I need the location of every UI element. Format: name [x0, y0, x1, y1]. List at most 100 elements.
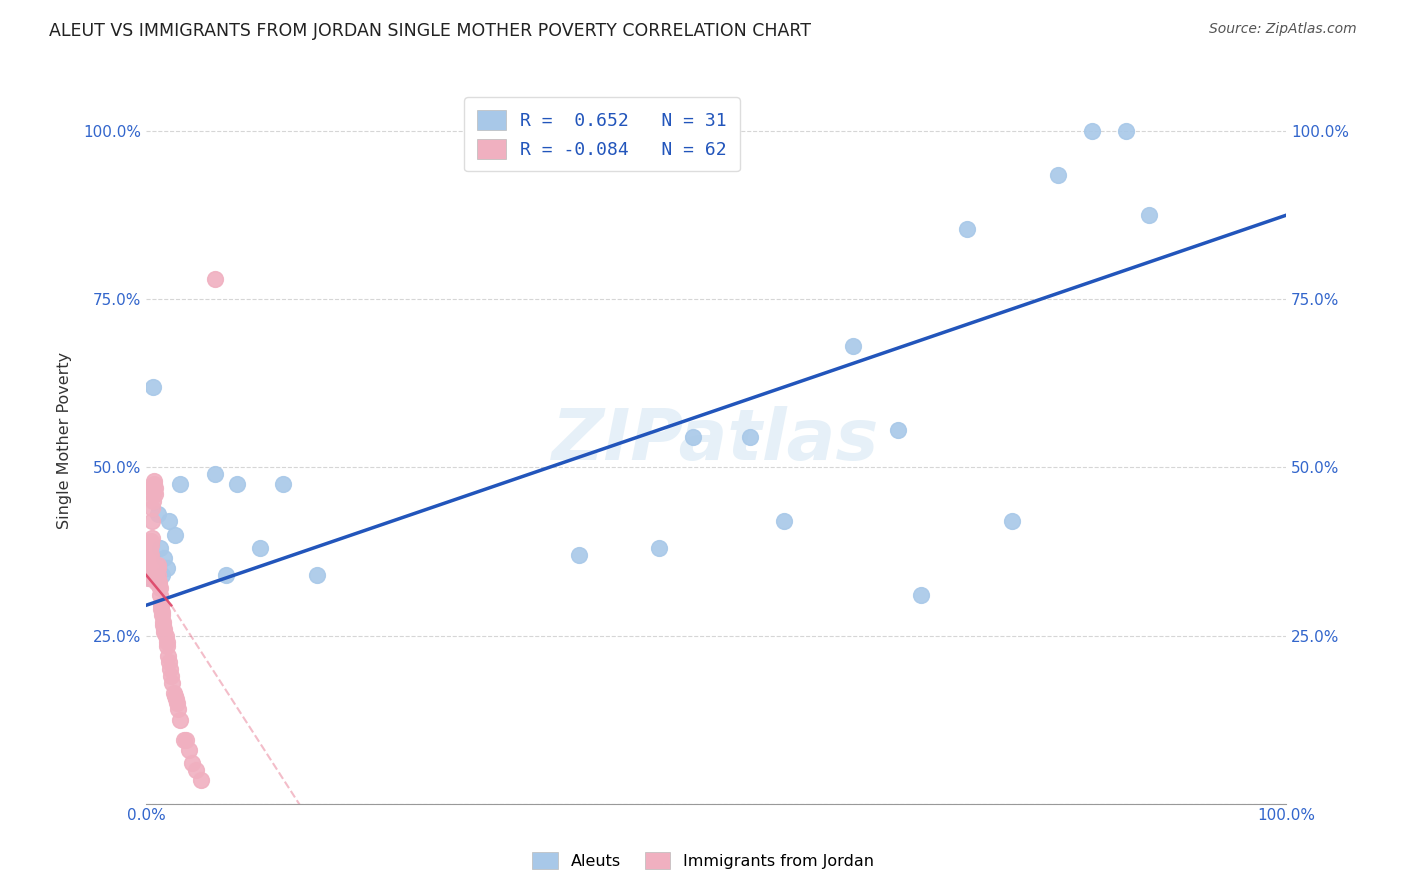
- Point: [138, 541, 160, 555]
- Point: [149, 582, 172, 596]
- Point: [204, 467, 226, 482]
- Point: [842, 339, 865, 353]
- Point: [190, 773, 212, 788]
- Text: ZIPatlas: ZIPatlas: [553, 406, 880, 475]
- Point: [773, 514, 796, 528]
- Point: [159, 662, 181, 676]
- Point: [160, 669, 183, 683]
- Legend: Aleuts, Immigrants from Jordan: Aleuts, Immigrants from Jordan: [526, 846, 880, 875]
- Point: [138, 571, 160, 585]
- Point: [1081, 124, 1104, 138]
- Point: [138, 571, 160, 585]
- Point: [307, 568, 329, 582]
- Point: [136, 555, 159, 569]
- Point: [138, 568, 160, 582]
- Point: [141, 500, 163, 515]
- Point: [146, 508, 169, 522]
- Point: [149, 599, 172, 613]
- Point: [138, 555, 160, 569]
- Point: [162, 686, 184, 700]
- Point: [166, 696, 188, 710]
- Point: [149, 588, 172, 602]
- Point: [136, 568, 159, 582]
- Point: [142, 380, 165, 394]
- Point: [156, 635, 179, 649]
- Point: [150, 568, 173, 582]
- Point: [145, 574, 167, 589]
- Point: [148, 578, 170, 592]
- Point: [186, 763, 208, 777]
- Point: [648, 541, 671, 555]
- Point: [143, 474, 166, 488]
- Point: [146, 558, 169, 572]
- Point: [143, 487, 166, 501]
- Point: [149, 541, 172, 555]
- Point: [910, 588, 932, 602]
- Point: [143, 477, 166, 491]
- Point: [249, 541, 271, 555]
- Point: [141, 531, 163, 545]
- Point: [568, 548, 591, 562]
- Point: [1137, 208, 1160, 222]
- Point: [139, 548, 162, 562]
- Text: ALEUT VS IMMIGRANTS FROM JORDAN SINGLE MOTHER POVERTY CORRELATION CHART: ALEUT VS IMMIGRANTS FROM JORDAN SINGLE M…: [49, 22, 811, 40]
- Point: [146, 568, 169, 582]
- Point: [138, 548, 160, 562]
- Point: [173, 732, 195, 747]
- Point: [143, 571, 166, 585]
- Point: [167, 702, 190, 716]
- Point: [157, 656, 180, 670]
- Point: [152, 615, 174, 629]
- Point: [215, 568, 238, 582]
- Point: [138, 561, 160, 575]
- Point: [153, 625, 176, 640]
- Point: [141, 514, 163, 528]
- Point: [138, 544, 160, 558]
- Point: [179, 743, 201, 757]
- Point: [139, 538, 162, 552]
- Point: [152, 618, 174, 632]
- Point: [142, 487, 165, 501]
- Point: [174, 732, 197, 747]
- Point: [145, 568, 167, 582]
- Point: [1046, 168, 1069, 182]
- Point: [157, 514, 180, 528]
- Point: [271, 477, 294, 491]
- Point: [153, 551, 176, 566]
- Text: Source: ZipAtlas.com: Source: ZipAtlas.com: [1209, 22, 1357, 37]
- Point: [138, 558, 160, 572]
- Point: [163, 527, 186, 541]
- Point: [887, 424, 910, 438]
- Point: [142, 481, 165, 495]
- Point: [146, 561, 169, 575]
- Point: [226, 477, 249, 491]
- Point: [956, 221, 979, 235]
- Point: [156, 639, 179, 653]
- Point: [740, 430, 762, 444]
- Point: [153, 622, 176, 636]
- Point: [143, 483, 166, 498]
- Point: [162, 675, 184, 690]
- Point: [148, 574, 170, 589]
- Point: [136, 561, 159, 575]
- Point: [1001, 514, 1024, 528]
- Point: [139, 534, 162, 549]
- Point: [155, 628, 177, 642]
- Point: [149, 601, 172, 615]
- Legend: R =  0.652   N = 31, R = -0.084   N = 62: R = 0.652 N = 31, R = -0.084 N = 62: [464, 97, 740, 171]
- Point: [169, 477, 191, 491]
- Point: [1115, 124, 1137, 138]
- Point: [180, 756, 202, 771]
- Y-axis label: Single Mother Poverty: Single Mother Poverty: [58, 352, 72, 529]
- Point: [165, 692, 187, 706]
- Point: [204, 272, 226, 286]
- Point: [142, 494, 165, 508]
- Point: [169, 713, 191, 727]
- Point: [150, 605, 173, 619]
- Point: [682, 430, 704, 444]
- Point: [150, 608, 173, 623]
- Point: [156, 648, 179, 663]
- Point: [143, 481, 166, 495]
- Point: [163, 689, 186, 703]
- Point: [156, 561, 179, 575]
